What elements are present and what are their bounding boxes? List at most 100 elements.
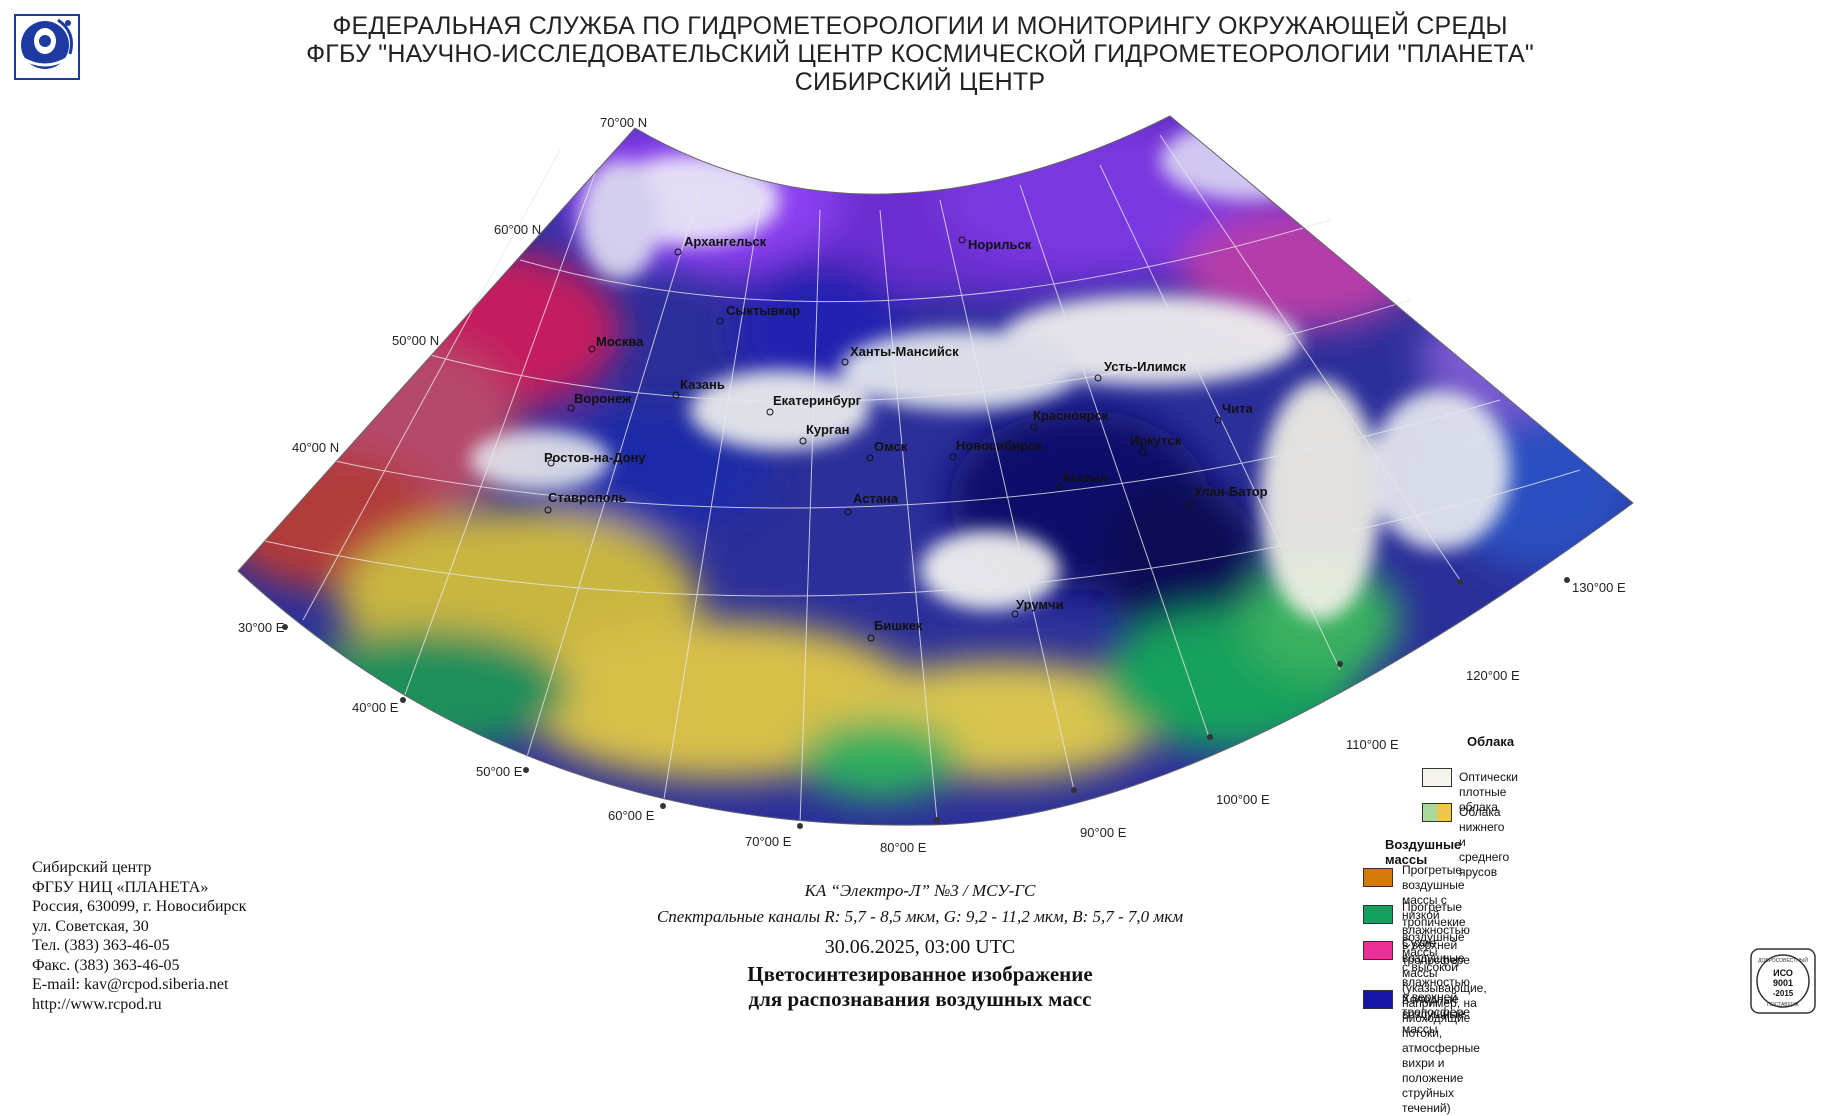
legend-cold: Холодные воздушные массы: [1402, 992, 1465, 1036]
svg-text:Курган: Курган: [806, 422, 849, 437]
svg-text:Новосибирск: Новосибирск: [956, 438, 1042, 453]
header: ФЕДЕРАЛЬНАЯ СЛУЖБА ПО ГИДРОМЕТЕОРОЛОГИИ …: [260, 12, 1580, 96]
svg-text:-2015: -2015: [1773, 989, 1794, 998]
city-moscow: Москва: [588, 334, 644, 353]
svg-text:Усть-Илимск: Усть-Илимск: [1104, 359, 1186, 374]
city-bishkek: Бишкек: [867, 618, 923, 642]
header-line-3: СИБИРСКИЙ ЦЕНТР: [794, 68, 1046, 96]
lon-label-50: 50°00 E: [476, 764, 523, 779]
legend-clouds-title: Облака: [1467, 734, 1515, 749]
city-kurgan: Курган: [799, 422, 849, 445]
city-arkhangelsk: Архангельск: [674, 234, 767, 256]
legend-swatch-low-mid-clouds: [1422, 803, 1452, 822]
city-krasnoyarsk: Красноярск: [1030, 408, 1109, 431]
lon-label-120: 120°00 E: [1466, 668, 1520, 683]
org-line-1: Сибирский центр: [32, 859, 152, 876]
lon-label-90: 90°00 E: [1080, 825, 1127, 840]
svg-text:Улан-Батор: Улан-Батор: [1194, 484, 1268, 499]
city-syktyvkar: Сыктывкар: [716, 303, 800, 325]
lon-label-30: 30°00 E: [238, 620, 285, 635]
legend-swatch-cold: [1363, 990, 1393, 1009]
satellite-map: 70°00 N 60°00 N 50°00 N 40°00 N 30°00 E …: [237, 115, 1634, 855]
org-line-6: Факс. (383) 363-46-05: [32, 956, 180, 974]
svg-text:Ханты-Мансийск: Ханты-Мансийск: [850, 344, 959, 359]
legend-tropical: Прогретые тропичекие воздушные массы с вы…: [1402, 900, 1470, 1019]
svg-text:ДОБРОСОВЕСТНЫЙ: ДОБРОСОВЕСТНЫЙ: [1758, 956, 1808, 964]
lat-label-60: 60°00 N: [494, 222, 541, 237]
svg-text:Екатеринбург: Екатеринбург: [773, 393, 862, 408]
caption: КА “Электро-Л” №3 / МСУ-ГС Спектральные …: [560, 878, 1280, 1012]
city-kyzyl: Кызыл: [1056, 470, 1108, 491]
svg-text:Кызыл: Кызыл: [1063, 470, 1108, 485]
lat-label-40: 40°00 N: [292, 440, 339, 455]
city-voronezh: Воронеж: [567, 391, 632, 412]
legend-swatch-warm-dry: [1363, 868, 1393, 887]
legend-low-mid-clouds: Облака нижнего и среднего ярусов: [1459, 805, 1510, 879]
city-ekaterinburg: Екатеринбург: [766, 393, 862, 416]
org-line-4: ул. Советская, 30: [32, 917, 149, 935]
city-norilsk: Норильск: [958, 236, 1032, 252]
city-rostov-on-don: Ростов-на-Дону: [544, 450, 646, 467]
svg-text:Иркутск: Иркутск: [1130, 433, 1182, 448]
svg-text:Ростов-на-Дону: Ростов-на-Дону: [544, 450, 646, 465]
legend-dense-clouds: Оптически плотные облака: [1459, 770, 1518, 814]
city-chita: Чита: [1214, 401, 1253, 424]
svg-text:Красноярск: Красноярск: [1033, 408, 1109, 423]
caption-title-2: для распознавания воздушных масс: [748, 987, 1092, 1011]
svg-text:9001: 9001: [1773, 978, 1793, 988]
svg-text:ПОСТАВЩИК: ПОСТАВЩИК: [1767, 1002, 1799, 1008]
organization-address: Сибирский центр ФГБУ НИЦ «ПЛАНЕТА» Росси…: [32, 858, 246, 1014]
svg-text:Воронеж: Воронеж: [574, 391, 632, 406]
svg-text:Урумчи: Урумчи: [1016, 597, 1064, 612]
svg-text:Ставрополь: Ставрополь: [548, 490, 627, 505]
legend-swatch-dense-clouds: [1422, 768, 1452, 787]
city-stavropol: Ставрополь: [544, 490, 627, 514]
lon-label-80: 80°00 E: [880, 840, 927, 855]
svg-text:Норильск: Норильск: [968, 237, 1032, 252]
lon-label-40: 40°00 E: [352, 700, 399, 715]
header-line-2: ФГБУ "НАУЧНО-ИССЛЕДОВАТЕЛЬСКИЙ ЦЕНТР КОС…: [306, 40, 1534, 68]
city-astana: Астана: [844, 491, 899, 516]
org-line-2: ФГБУ НИЦ «ПЛАНЕТА»: [32, 878, 209, 896]
city-irkutsk: Иркутск: [1130, 433, 1182, 456]
org-line-8-url: http://www.rcpod.ru: [32, 995, 162, 1013]
lat-label-70: 70°00 N: [600, 115, 647, 130]
svg-text:Омск: Омск: [874, 439, 908, 454]
iso-certificate-badge: ДОБРОСОВЕСТНЫЙ ИСО 9001 -2015 ПОСТАВЩИК: [1750, 948, 1816, 1014]
city-ulan-bator: Улан-Батор: [1185, 484, 1268, 509]
svg-text:Сыктывкар: Сыктывкар: [726, 303, 800, 318]
city-kazan: Казань: [672, 377, 725, 399]
org-line-5: Тел. (383) 363-46-05: [32, 937, 170, 954]
city-ust-ilimsk: Усть-Илимск: [1094, 359, 1186, 382]
city-novosibirsk: Новосибирск: [949, 438, 1042, 461]
svg-text:ИСО: ИСО: [1773, 968, 1793, 978]
legend-air-masses-title: Воздушные массы: [1385, 837, 1462, 867]
org-line-7-email: E-mail: kav@rcpod.siberia.net: [32, 976, 229, 993]
lon-label-70: 70°00 E: [745, 834, 792, 849]
lon-markers: [282, 577, 1570, 829]
city-omsk: Омск: [866, 439, 908, 462]
caption-datetime: 30.06.2025, 03:00 UTC: [824, 936, 1016, 958]
legend-warm-dry: Прогретые воздушные массы с низкой влажно…: [1402, 863, 1470, 967]
svg-text:Москва: Москва: [596, 334, 644, 349]
caption-satellite: КА “Электро-Л” №3 / МСУ-ГС: [804, 881, 1036, 900]
lat-label-50: 50°00 N: [392, 333, 439, 348]
map-frame: [237, 115, 1634, 826]
org-line-3: Россия, 630099, г. Новосибирск: [32, 898, 247, 915]
header-line-1: ФЕДЕРАЛЬНАЯ СЛУЖБА ПО ГИДРОМЕТЕОРОЛОГИИ …: [332, 12, 1508, 40]
city-urumqi: Урумчи: [1011, 597, 1064, 618]
svg-text:Бишкек: Бишкек: [874, 618, 923, 633]
legend-swatch-tropical: [1363, 905, 1393, 924]
lon-label-110: 110°00 E: [1346, 737, 1399, 752]
lon-label-100: 100°00 E: [1216, 792, 1270, 807]
svg-text:Астана: Астана: [853, 491, 899, 506]
planeta-logo: [14, 14, 80, 80]
cities: Архангельск Норильск Сыктывкар Москва Ха…: [544, 234, 1268, 642]
svg-text:Чита: Чита: [1222, 401, 1253, 416]
caption-channels: Спектральные каналы R: 5,7 - 8,5 мкм, G:…: [656, 907, 1184, 926]
svg-text:Казань: Казань: [680, 377, 725, 392]
lon-label-60: 60°00 E: [608, 808, 655, 823]
svg-text:Архангельск: Архангельск: [684, 234, 767, 249]
city-khanty-mansiysk: Ханты-Мансийск: [841, 344, 959, 366]
legend-swatch-dry: [1363, 941, 1393, 960]
